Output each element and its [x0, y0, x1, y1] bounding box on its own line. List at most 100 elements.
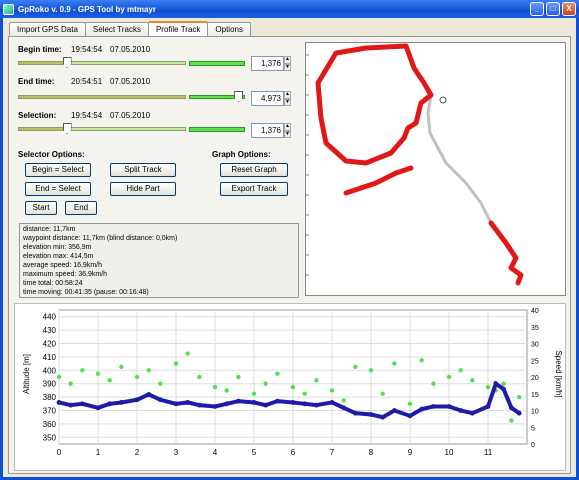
altitude-point — [263, 402, 269, 408]
route-position-marker — [439, 96, 447, 104]
speed-point — [236, 374, 241, 380]
end-time-slider[interactable] — [18, 91, 186, 103]
speed-point — [146, 368, 151, 373]
selection-slider[interactable] — [18, 123, 186, 135]
y2-tick-label: 30 — [531, 342, 539, 349]
elevation-speed-profile[interactable]: 0 1 2 3 4 5 6 7 8 9 10 11 350 360 370 380 390 400 410 420 43… — [14, 303, 566, 471]
altitude-point — [314, 402, 319, 408]
tab-options[interactable]: Options — [207, 22, 251, 36]
speed-point — [263, 381, 268, 386]
speed-point — [275, 371, 280, 376]
speed-point — [185, 351, 190, 356]
speed-point — [353, 364, 358, 370]
begin-equals-select-button[interactable]: Begin = Select — [25, 163, 91, 177]
route-selected-segment — [315, 43, 434, 166]
start-button[interactable]: Start — [25, 201, 57, 215]
speed-point — [329, 388, 335, 393]
begin-spinner-up-icon[interactable]: ▲ — [284, 56, 291, 64]
altitude-point — [275, 398, 280, 404]
altitude-line — [58, 380, 521, 420]
end-equals-select-button[interactable]: End = Select — [25, 182, 91, 196]
track-statistics: distance: 11,7km waypoint distance: 11,7… — [19, 223, 299, 298]
end-spinner[interactable]: 4,973 ▲ ▼ — [251, 91, 291, 106]
selection-slider-thumb[interactable] — [62, 123, 72, 134]
end-spinner-value[interactable]: 4,973 — [251, 91, 284, 106]
selection-time-value: 19:54:54 — [71, 111, 103, 120]
speed-point — [485, 384, 491, 390]
tab-import-gps-data[interactable]: Import GPS Data — [9, 22, 86, 36]
altitude-point — [80, 401, 85, 407]
altitude-point — [158, 397, 163, 403]
speed-point — [158, 381, 163, 386]
begin-spinner-down-icon[interactable]: ▼ — [284, 63, 291, 71]
minimize-button[interactable]: _ — [530, 2, 544, 16]
x-tick-label: 5 — [252, 448, 257, 457]
title-bar: GpRoko v. 0.9 - GPS Tool by mtmayr _ □ X — [0, 0, 579, 18]
selection-spinner-value[interactable]: 1,376 — [251, 123, 284, 138]
split-track-button[interactable]: Split Track — [110, 163, 176, 177]
y-tick-label: 400 — [43, 366, 57, 375]
y2-tick-label: 40 — [531, 308, 539, 315]
altitude-point — [353, 410, 358, 416]
stat-average-speed: average speed: 16,9km/h — [23, 262, 102, 269]
speed-point — [290, 384, 296, 390]
y-tick-label: 370 — [43, 407, 57, 416]
x-tick-label: 11 — [484, 448, 493, 457]
x-tick-label: 2 — [135, 448, 140, 457]
begin-range-bar — [189, 61, 245, 66]
selection-spinner-up-icon[interactable]: ▲ — [284, 123, 291, 131]
end-button[interactable]: End — [65, 201, 97, 215]
altitude-point — [407, 413, 413, 419]
x-tick-label: 8 — [369, 448, 374, 457]
end-spinner-down-icon[interactable]: ▼ — [284, 98, 291, 106]
begin-time-slider[interactable] — [18, 57, 186, 69]
speed-point — [368, 368, 374, 373]
end-spinner-up-icon[interactable]: ▲ — [284, 91, 291, 99]
speed-point — [197, 374, 202, 380]
stat-time-total: time total: 00:58:24 — [23, 280, 83, 287]
begin-spinner-value[interactable]: 1,376 — [251, 56, 284, 71]
speed-point — [173, 361, 179, 366]
altitude-point — [516, 410, 522, 416]
export-track-button[interactable]: Export Track — [220, 182, 288, 196]
speed-point — [470, 378, 475, 383]
begin-spinner[interactable]: 1,376 ▲ ▼ — [251, 56, 291, 71]
reset-graph-button[interactable]: Reset Graph — [220, 163, 288, 177]
selection-spinner-down-icon[interactable]: ▼ — [284, 130, 291, 138]
selection-range-bar — [189, 127, 245, 132]
altitude-point — [95, 405, 101, 411]
stat-maximum-speed: maximum speed: 36,9km/h — [23, 271, 108, 278]
speed-point — [380, 391, 385, 396]
end-date-value: 07.05.2010 — [110, 77, 151, 86]
y-tick-label: 390 — [43, 380, 57, 389]
altitude-point — [501, 386, 506, 392]
x-tick-label: 10 — [445, 448, 454, 457]
y-tick-label: 410 — [43, 353, 57, 362]
y-tick-label: 430 — [43, 326, 57, 335]
tab-profile-track[interactable]: Profile Track — [147, 21, 209, 36]
altitude-point — [431, 404, 436, 409]
speed-point — [431, 381, 436, 386]
altitude-point — [290, 400, 296, 405]
speed-point — [419, 358, 424, 363]
close-button[interactable]: X — [562, 2, 576, 16]
speed-point — [95, 371, 101, 376]
speed-point — [134, 374, 140, 380]
track-map[interactable] — [305, 42, 566, 296]
hide-part-button[interactable]: Hide Part — [110, 182, 176, 196]
selection-spinner[interactable]: 1,376 ▲ ▼ — [251, 123, 291, 138]
stat-elevation-min: elevation min: 356,9m — [23, 244, 92, 251]
altitude-point — [134, 397, 140, 403]
y2-tick-label: 5 — [531, 425, 535, 432]
altitude-point — [236, 398, 241, 404]
speed-point — [501, 381, 506, 386]
x-tick-label: 0 — [57, 448, 62, 457]
y-tick-label: 350 — [43, 433, 57, 442]
tab-select-tracks[interactable]: Select Tracks — [84, 22, 149, 36]
maximize-button[interactable]: □ — [546, 2, 560, 16]
stat-time-moving: time moving: 00:41:35 (pause: 00:16:48) — [23, 289, 149, 296]
end-range-slider[interactable] — [189, 91, 245, 103]
begin-slider-thumb[interactable] — [62, 57, 72, 68]
end-slider-thumb[interactable] — [234, 91, 244, 102]
altitude-point — [341, 405, 347, 411]
